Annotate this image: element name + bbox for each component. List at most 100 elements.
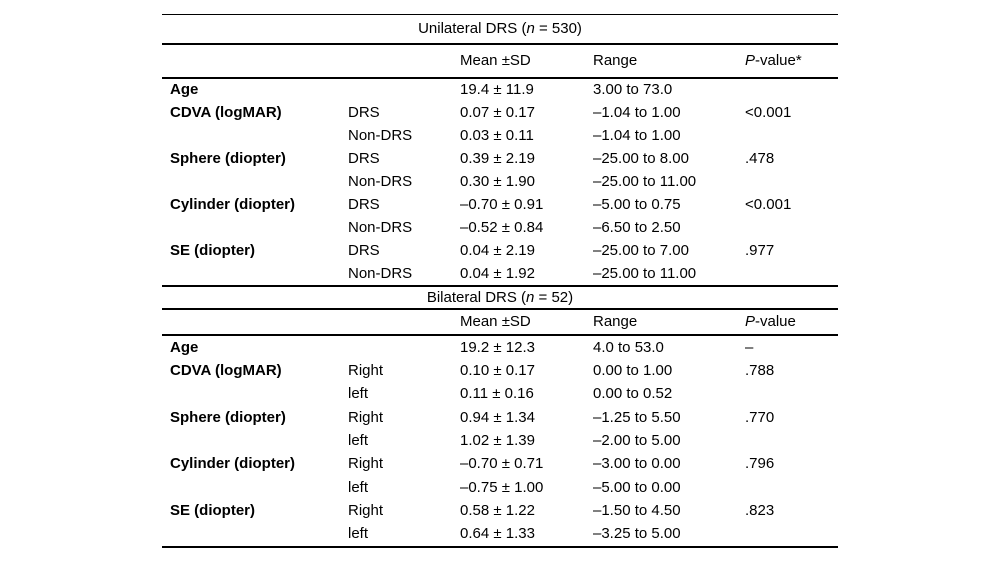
- mean-sd-value: 0.04 ± 2.19: [460, 242, 535, 259]
- header-mean-sd: Mean ±SD: [460, 53, 593, 70]
- group-label: Right: [348, 409, 384, 426]
- table-row: left 0.11 ± 0.16 0.00 to 0.52: [162, 383, 838, 406]
- range-value: –3.25 to 5.00: [593, 526, 681, 543]
- mean-sd-value: –0.70 ± 0.71: [460, 456, 544, 473]
- group-label: left: [348, 479, 369, 496]
- p-value: <0.001: [745, 105, 792, 122]
- mean-sd-value: 0.64 ± 1.33: [460, 526, 535, 543]
- mean-sd-value: 0.39 ± 2.19: [460, 151, 535, 168]
- table-row: Non-DRS –0.52 ± 0.84 –6.50 to 2.50: [162, 217, 838, 240]
- table-row: SE (diopter) DRS 0.04 ± 2.19 –25.00 to 7.00…: [162, 240, 838, 263]
- p-value: .770: [745, 409, 775, 426]
- header-range: Range: [593, 314, 745, 331]
- mean-sd-value: –0.70 ± 0.91: [460, 196, 544, 213]
- header-mean-sd: Mean ±SD: [460, 314, 593, 331]
- table-row: Age 19.2 ± 12.3 4.0 to 53.0 –: [162, 336, 838, 359]
- section-title-bilateral: Bilateral DRS (n = 52): [162, 287, 838, 311]
- column-header-row: Mean ±SD Range P-value: [162, 310, 838, 337]
- range-value: –1.50 to 4.50: [593, 502, 681, 519]
- mean-sd-value: –0.52 ± 0.84: [460, 219, 544, 236]
- range-value: –5.00 to 0.00: [593, 479, 681, 496]
- group-label: Non-DRS: [348, 128, 413, 145]
- group-label: Non-DRS: [348, 173, 413, 190]
- p-value: .977: [745, 242, 775, 259]
- mean-sd-value: 1.02 ± 1.39: [460, 433, 535, 450]
- p-value: .796: [745, 456, 775, 473]
- p-value: .823: [745, 502, 775, 519]
- parameter-label: CDVA (logMAR): [170, 105, 282, 122]
- range-value: 0.00 to 1.00: [593, 363, 673, 380]
- section-title-text: = 52): [534, 288, 574, 306]
- table-row: Cylinder (diopter) DRS –0.70 ± 0.91 –5.00 t…: [162, 194, 838, 217]
- header-range: Range: [593, 53, 745, 70]
- range-value: –6.50 to 2.50: [593, 219, 681, 236]
- range-value: –25.00 to 7.00: [593, 242, 689, 259]
- range-value: –25.00 to 11.00: [593, 173, 697, 190]
- group-label: DRS: [348, 105, 380, 122]
- parameter-label: CDVA (logMAR): [170, 363, 282, 380]
- mean-sd-value: –0.75 ± 1.00: [460, 479, 544, 496]
- header-text-part: Mean ±SD: [460, 314, 531, 331]
- parameter-label: Age: [170, 82, 199, 99]
- group-label: left: [348, 526, 369, 543]
- mean-sd-value: 19.4 ± 11.9: [460, 82, 534, 99]
- header-p-value: P-value: [745, 314, 838, 331]
- mean-sd-value: 0.30 ± 1.90: [460, 173, 535, 190]
- p-value: –: [745, 339, 754, 356]
- table-row: CDVA (logMAR) DRS 0.07 ± 0.17 –1.04 to 1.00…: [162, 102, 838, 125]
- range-value: –3.00 to 0.00: [593, 456, 681, 473]
- range-value: 0.00 to 0.52: [593, 386, 673, 403]
- range-value: 3.00 to 73.0: [593, 82, 673, 99]
- range-value: –1.25 to 5.50: [593, 409, 681, 426]
- mean-sd-value: 0.10 ± 0.17: [460, 363, 535, 380]
- range-value: 4.0 to 53.0: [593, 339, 664, 356]
- section-title-unilateral: Unilateral DRS (n = 530): [162, 15, 838, 45]
- parameter-label: SE (diopter): [170, 502, 255, 519]
- mean-sd-value: 0.03 ± 0.11: [460, 128, 534, 145]
- parameter-label: Cylinder (diopter): [170, 456, 296, 473]
- drs-refraction-table: Unilateral DRS (n = 530) Mean ±SD Range P-v…: [162, 14, 838, 549]
- mean-sd-value: 0.94 ± 1.34: [460, 409, 535, 426]
- table-section-bilateral: Bilateral DRS (n = 52) Mean ±SD Range P-val…: [162, 287, 838, 549]
- group-label: Non-DRS: [348, 219, 413, 236]
- table-row: left 0.64 ± 1.33 –3.25 to 5.00: [162, 523, 838, 546]
- range-value: –25.00 to 8.00: [593, 151, 689, 168]
- table-row: Non-DRS 0.30 ± 1.90 –25.00 to 11.00: [162, 171, 838, 194]
- mean-sd-value: 0.07 ± 0.17: [460, 105, 535, 122]
- group-label: DRS: [348, 242, 380, 259]
- table-row: SE (diopter) Right 0.58 ± 1.22 –1.50 to 4.5…: [162, 500, 838, 523]
- parameter-label: Sphere (diopter): [170, 151, 286, 168]
- group-label: Right: [348, 456, 384, 473]
- range-value: –25.00 to 11.00: [593, 265, 697, 282]
- header-p-value: P-value*: [745, 53, 838, 70]
- header-text-part: Range: [593, 314, 638, 331]
- table-row: Sphere (diopter) Right 0.94 ± 1.34 –1.25 to…: [162, 406, 838, 429]
- header-text-part: -value: [755, 314, 796, 331]
- parameter-label: Sphere (diopter): [170, 409, 286, 426]
- p-value: .478: [745, 151, 775, 168]
- group-label: DRS: [348, 151, 380, 168]
- table-row: CDVA (logMAR) Right 0.10 ± 0.17 0.00 to 1.0…: [162, 360, 838, 383]
- table-row: left 1.02 ± 1.39 –2.00 to 5.00: [162, 430, 838, 453]
- range-value: –1.04 to 1.00: [593, 128, 681, 145]
- table-row: Non-DRS 0.04 ± 1.92 –25.00 to 11.00: [162, 263, 838, 286]
- range-value: –1.04 to 1.00: [593, 105, 681, 122]
- range-value: –5.00 to 0.75: [593, 196, 681, 213]
- section-title-n-italic: n: [526, 288, 535, 306]
- section-title-text: = 530): [534, 19, 582, 37]
- mean-sd-value: 0.04 ± 1.92: [460, 265, 535, 282]
- header-text-part: Mean ±SD: [460, 52, 531, 69]
- section-title-n-italic: n: [526, 19, 535, 37]
- group-label: left: [348, 433, 369, 450]
- table-row: Age 19.4 ± 11.9 3.00 to 73.0: [162, 79, 838, 102]
- table-row: Cylinder (diopter) Right –0.70 ± 0.71 –3.00…: [162, 453, 838, 476]
- header-italic-part: P: [745, 52, 756, 69]
- header-italic-part: P: [745, 314, 756, 331]
- mean-sd-value: 0.58 ± 1.22: [460, 502, 535, 519]
- mean-sd-value: 0.11 ± 0.16: [460, 386, 534, 403]
- group-label: DRS: [348, 196, 380, 213]
- parameter-label: Cylinder (diopter): [170, 196, 296, 213]
- parameter-label: SE (diopter): [170, 242, 255, 259]
- section-title-text: Unilateral DRS (: [418, 19, 527, 37]
